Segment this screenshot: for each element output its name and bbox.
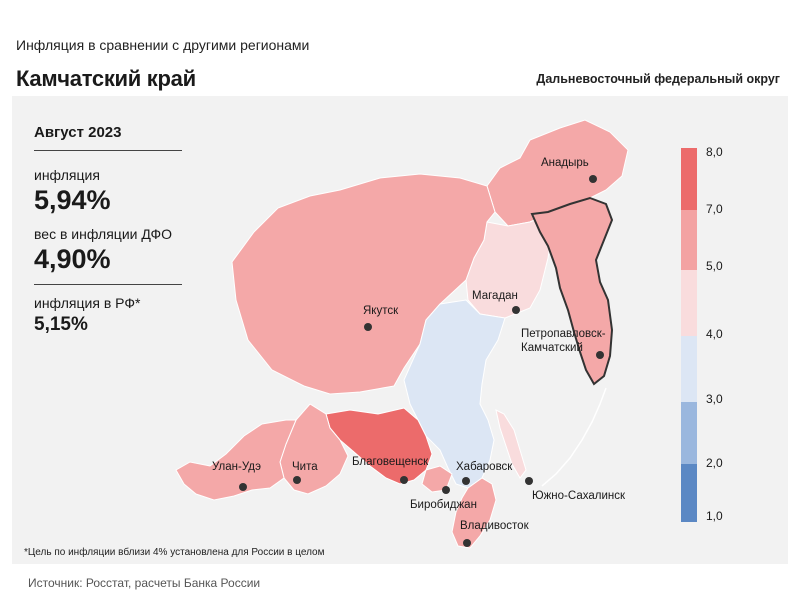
legend-band-8-7	[681, 148, 697, 210]
city-label: Камчатский	[521, 342, 583, 354]
city-dot	[589, 175, 597, 183]
city-dot	[512, 306, 520, 314]
city-label: Петропавловск-	[521, 328, 606, 340]
legend-band-7-5	[681, 210, 697, 270]
city-birobidzhan[interactable]: Биробиджан	[410, 486, 477, 511]
region-kurils	[541, 387, 607, 487]
city-magadan[interactable]: Магадан	[472, 290, 520, 314]
city-label: Хабаровск	[456, 461, 513, 473]
city-label: Южно-Сахалинск	[532, 490, 626, 502]
city-dot	[239, 483, 247, 491]
inflation-value: 5,94%	[34, 185, 111, 215]
period-label: Август 2023	[34, 124, 122, 141]
city-label: Благовещенск	[352, 456, 429, 468]
color-legend: 8,0 7,0 5,0 4,0 3,0 2,0 1,0	[681, 145, 723, 523]
legend-tick: 2,0	[706, 456, 723, 470]
city-yuzhno-sakhalinsk[interactable]: Южно-Сахалинск	[525, 477, 626, 502]
city-dot	[596, 351, 604, 359]
city-dot	[525, 477, 533, 485]
city-label: Анадырь	[541, 157, 589, 169]
weight-value: 4,90%	[34, 244, 111, 274]
page-title: Камчатский край	[16, 66, 196, 91]
legend-tick: 4,0	[706, 327, 723, 341]
city-dot	[442, 486, 450, 494]
city-label: Биробиджан	[410, 499, 477, 511]
weight-label: вес в инфляции ДФО	[34, 226, 173, 242]
city-label: Владивосток	[460, 520, 530, 532]
city-khabarovsk[interactable]: Хабаровск	[456, 461, 513, 485]
subtitle: Инфляция в сравнении с другими регионами	[16, 37, 310, 53]
city-label: Чита	[292, 461, 318, 473]
source-note: Источник: Росстат, расчеты Банка России	[28, 576, 261, 590]
legend-band-3-2	[681, 402, 697, 464]
divider	[34, 150, 182, 151]
city-label: Якутск	[363, 305, 399, 317]
city-ulan-ude[interactable]: Улан-Удэ	[212, 461, 261, 491]
city-label: Магадан	[472, 290, 518, 302]
legend-tick: 8,0	[706, 145, 723, 159]
region-sakhalin[interactable]	[495, 409, 527, 479]
legend-band-5-4	[681, 270, 697, 336]
rf-inflation-label: инфляция в РФ*	[34, 295, 141, 311]
legend-tick: 7,0	[706, 202, 723, 216]
city-chita[interactable]: Чита	[292, 461, 318, 484]
info-block: Август 2023 инфляция 5,94% вес в инфляци…	[34, 114, 182, 336]
city-petropavlovsk[interactable]: Петропавловск- Камчатский	[521, 328, 606, 359]
city-blagoveshchensk[interactable]: Благовещенск	[352, 456, 429, 484]
region-kamchatka[interactable]	[530, 196, 614, 386]
footnote: *Цель по инфляции вблизи 4% установлена …	[24, 547, 325, 558]
city-dot	[462, 477, 470, 485]
city-dot	[364, 323, 372, 331]
region-buryatia[interactable]	[175, 419, 297, 501]
legend-tick: 1,0	[706, 509, 723, 523]
region-amur[interactable]	[325, 407, 433, 485]
city-anadyr[interactable]: Анадырь	[541, 157, 597, 183]
city-dot	[293, 476, 301, 484]
region-primorye[interactable]	[451, 477, 497, 549]
district-label: Дальневосточный федеральный округ	[536, 72, 780, 86]
city-vladivostok[interactable]: Владивосток	[460, 520, 530, 547]
city-label: Улан-Удэ	[212, 461, 261, 473]
legend-tick: 5,0	[706, 259, 723, 273]
region-yakutia[interactable]	[231, 173, 496, 395]
rf-inflation-value: 5,15%	[34, 314, 88, 335]
city-dot	[463, 539, 471, 547]
legend-band-4-3	[681, 336, 697, 402]
city-dot	[400, 476, 408, 484]
divider	[34, 284, 182, 285]
city-yakutsk[interactable]: Якутск	[363, 305, 399, 331]
legend-tick: 3,0	[706, 392, 723, 406]
inflation-label: инфляция	[34, 167, 100, 183]
legend-band-2-1	[681, 464, 697, 522]
